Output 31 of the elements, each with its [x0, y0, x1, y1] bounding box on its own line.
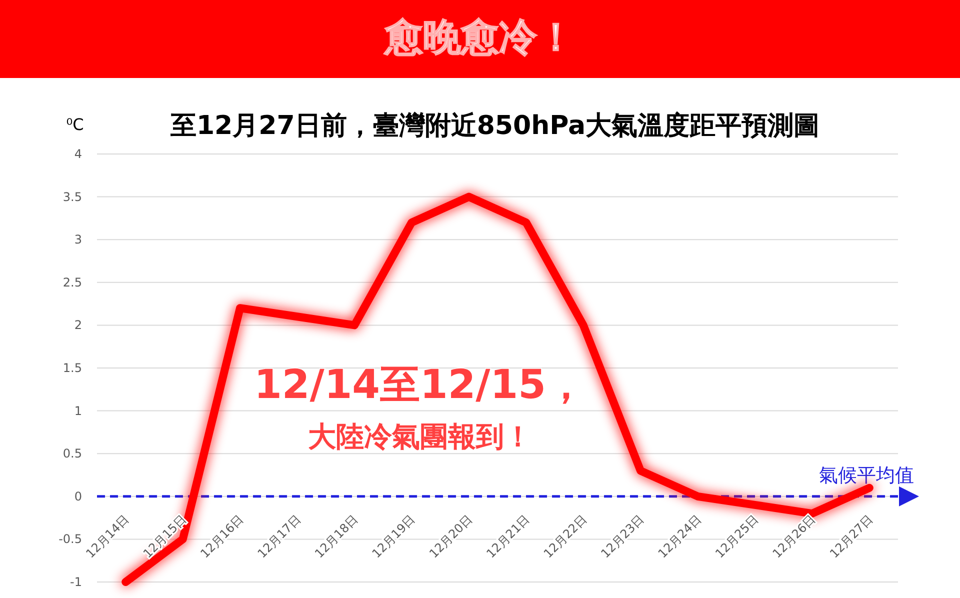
x-tick-label: 12月21日 — [484, 512, 532, 561]
x-tick-label: 12月15日 — [140, 512, 189, 561]
y-tick-label: 0 — [74, 489, 82, 504]
y-tick-label: 4 — [74, 147, 82, 161]
x-tick-label: 12月26日 — [770, 512, 818, 561]
y-tick-label: -0.5 — [58, 532, 82, 546]
annotation: 12/14至12/15， — [254, 362, 586, 408]
ref-line-label: 氣候平均值 — [819, 464, 914, 486]
x-tick-label: 12月20日 — [426, 512, 476, 561]
x-tick-label: 12月25日 — [712, 512, 762, 561]
y-tick-label: 1 — [74, 404, 82, 418]
x-tick-label: 12月24日 — [655, 512, 704, 561]
x-tick-label: 12月18日 — [312, 512, 361, 561]
y-tick-label: -1 — [70, 575, 82, 589]
chart-title: 愈晚愈冷！ — [383, 15, 575, 59]
y-tick-label: 3.5 — [62, 190, 82, 204]
x-tick-label: 12月14日 — [83, 512, 132, 561]
x-tick-label: 12月22日 — [540, 512, 590, 561]
y-tick-label: 2 — [74, 318, 82, 332]
chart-subtitle: 至12月27日前，臺灣附近850hPa大氣溫度距平預測圖 — [169, 111, 820, 141]
y-tick-label: 1.5 — [62, 361, 82, 375]
y-tick-label: 0.5 — [62, 446, 82, 461]
annotation: 大陸冷氣團報到！ — [308, 420, 532, 453]
x-tick-label: 12月23日 — [598, 512, 647, 561]
x-tick-label: 12月19日 — [369, 512, 418, 561]
x-tick-label: 12月27日 — [827, 512, 876, 561]
x-tick-label: 12月17日 — [254, 512, 304, 561]
x-tick-label: 12月16日 — [198, 512, 246, 561]
y-tick-label: 3 — [74, 232, 82, 247]
y-axis-title: ⁰C — [66, 115, 84, 134]
y-tick-label: 2.5 — [62, 275, 82, 290]
